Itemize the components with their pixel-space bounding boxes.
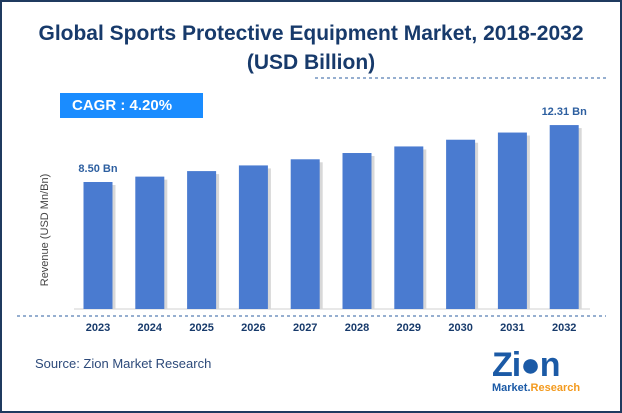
source-text: Source: Zion Market Research bbox=[35, 356, 212, 371]
x-tick-label: 2029 bbox=[397, 322, 421, 334]
x-tick-label: 2031 bbox=[500, 322, 524, 334]
cagr-badge: CAGR : 4.20% bbox=[60, 93, 203, 118]
x-tick-label: 2030 bbox=[448, 322, 472, 334]
zion-logo: Zi●n Market.Research bbox=[492, 346, 581, 394]
bar-2031 bbox=[497, 132, 527, 309]
x-tick-label: 2023 bbox=[86, 322, 110, 334]
bar-2030 bbox=[446, 139, 476, 309]
x-tick-label: 2027 bbox=[293, 322, 317, 334]
data-label: 8.50 Bn bbox=[78, 163, 117, 175]
bar-2027 bbox=[290, 159, 320, 309]
bar-2025 bbox=[187, 171, 217, 309]
x-tick-label: 2025 bbox=[189, 322, 213, 334]
bar-2024 bbox=[135, 176, 165, 309]
x-tick-label: 2026 bbox=[241, 322, 265, 334]
chart-subtitle: (USD Billion) bbox=[246, 51, 376, 74]
bar-2026 bbox=[238, 165, 268, 309]
bar-2029 bbox=[394, 146, 424, 309]
bar-2032 bbox=[549, 125, 579, 309]
x-tick-label: 2024 bbox=[138, 322, 163, 334]
bar-2023 bbox=[83, 182, 113, 309]
x-tick-label: 2032 bbox=[552, 322, 576, 334]
data-label: 12.31 Bn bbox=[542, 106, 588, 118]
x-tick-label: 2028 bbox=[345, 322, 369, 334]
chart-title: Global Sports Protective Equipment Marke… bbox=[38, 22, 584, 45]
bar-2028 bbox=[342, 153, 372, 309]
